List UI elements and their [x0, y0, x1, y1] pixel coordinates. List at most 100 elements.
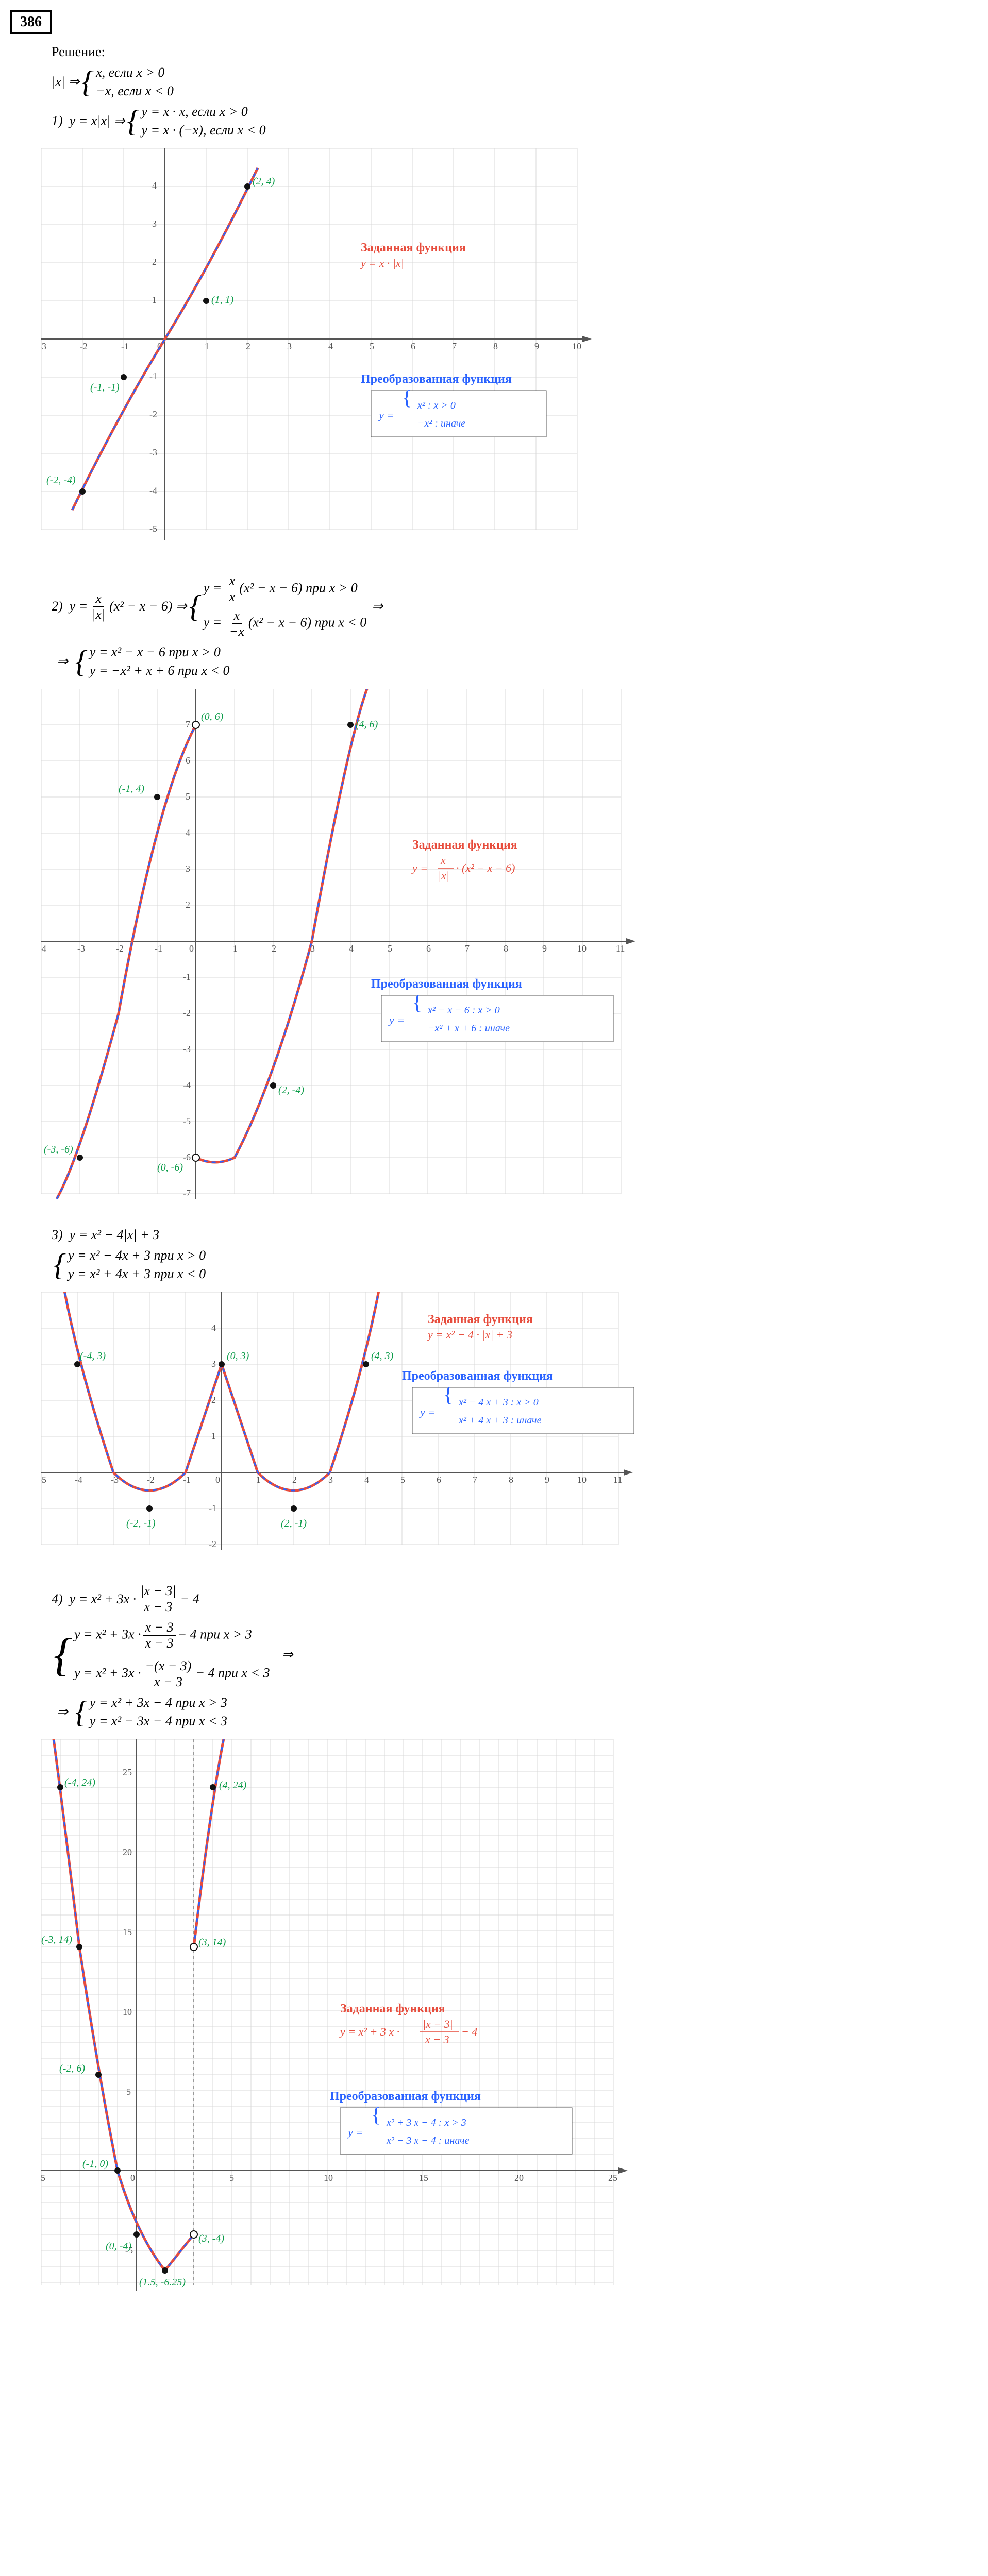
- svg-text:7: 7: [452, 341, 457, 351]
- abs-definition: |x| ⇒ { x, если x > 0 −x, если x < 0: [52, 65, 978, 99]
- svg-text:5: 5: [229, 2173, 234, 2183]
- chart3: -5-4-3-2-101234567891011 4321-1-2 (-4, 3…: [41, 1292, 978, 1563]
- svg-text:1: 1: [205, 341, 209, 351]
- svg-text:4: 4: [349, 943, 354, 954]
- pt2: (1, 1): [211, 294, 234, 306]
- svg-text:-1: -1: [121, 341, 129, 351]
- svg-text:6: 6: [426, 943, 431, 954]
- svg-text:-1: -1: [149, 371, 157, 381]
- part4-equation: 4) y = x² + 3x · |x − 3|x − 3 − 4: [52, 1583, 978, 1615]
- svg-text:-2: -2: [183, 1008, 191, 1018]
- part3-equation: 3) y = x² − 4|x| + 3: [52, 1227, 978, 1243]
- geq-rest: − 4: [461, 2025, 477, 2038]
- trans-c2: −x² : иначе: [417, 418, 465, 429]
- f-d: −x: [227, 624, 246, 639]
- given-label: Заданная функция: [428, 1313, 533, 1326]
- chart4: -50510152025 252015105-5 (-4, 24) (4, 24…: [41, 1739, 978, 2309]
- trans-label: Преобразованная функция: [361, 372, 512, 386]
- abs-case2: −x, если x < 0: [96, 83, 174, 99]
- part1-case1: y = x · x, если x > 0: [141, 104, 265, 120]
- svg-text:20: 20: [514, 2173, 524, 2183]
- geq-lhs: y =: [411, 861, 428, 874]
- svg-text:15: 15: [123, 1927, 132, 1937]
- svg-text:-2: -2: [147, 1475, 155, 1485]
- svg-text:4: 4: [186, 827, 190, 838]
- arrow-icon: ⇒: [372, 599, 383, 614]
- svg-text:-6: -6: [183, 1152, 191, 1162]
- part2-rest: (x² − x − 6) ⇒: [109, 599, 187, 614]
- chart2: -4-3-2-101234567891011 765432-1-2-3-4-5-…: [41, 689, 978, 1207]
- svg-text:5: 5: [400, 1475, 405, 1485]
- geq-den: x − 3: [425, 2033, 449, 2046]
- svg-text:8: 8: [509, 1475, 513, 1485]
- given-label: Заданная функция: [340, 2002, 445, 2015]
- svg-text:4: 4: [364, 1475, 369, 1485]
- svg-text:-1: -1: [183, 1475, 191, 1485]
- arrow-icon: ⇒: [282, 1647, 293, 1663]
- svg-text:{: {: [402, 386, 412, 409]
- pt3: (-1, -1): [90, 382, 120, 393]
- part2-lhs: y =: [70, 599, 88, 614]
- c1r: − 4 при x > 3: [178, 1626, 252, 1641]
- svg-text:-5: -5: [41, 2173, 45, 2183]
- svg-text:-2: -2: [209, 1539, 216, 1549]
- part3-case1: y = x² − 4x + 3 при x > 0: [68, 1248, 206, 1263]
- geq-num: x: [440, 854, 446, 867]
- svg-text:9: 9: [534, 341, 539, 351]
- solution-label: Решение:: [52, 44, 978, 60]
- fd: x − 3: [143, 1636, 176, 1651]
- svg-text:8: 8: [504, 943, 508, 954]
- svg-text:2: 2: [292, 1475, 297, 1485]
- part2-case3: y = x² − x − 6 при x > 0: [90, 645, 230, 660]
- part4-num: 4): [52, 1591, 63, 1607]
- geq-num: |x − 3|: [423, 2018, 453, 2030]
- svg-text:-1: -1: [209, 1503, 216, 1513]
- geq-rest: · (x² − x − 6): [456, 861, 515, 874]
- brace-icon: {: [75, 654, 88, 669]
- fd: x − 3: [152, 1674, 185, 1690]
- brace-icon: {: [189, 599, 202, 614]
- svg-text:3: 3: [211, 1359, 216, 1369]
- pt: (2, -1): [281, 1518, 307, 1529]
- svg-text:15: 15: [419, 2173, 428, 2183]
- part2-case4: y = −x² + x + 6 при x < 0: [90, 663, 230, 679]
- part4-cases1: { y = x² + 3x ·x − 3x − 3− 4 при x > 3 y…: [52, 1620, 978, 1690]
- svg-text:5: 5: [370, 341, 374, 351]
- part3-cases: { y = x² − 4x + 3 при x > 0 y = x² + 4x …: [52, 1248, 978, 1282]
- frac-num: x: [93, 591, 104, 607]
- geq-lhs: y = x² + 3 x ·: [339, 2025, 399, 2038]
- pt: (0, -4): [106, 2241, 131, 2252]
- svg-text:9: 9: [542, 943, 547, 954]
- pt: (1.5, -6.25): [139, 2277, 186, 2288]
- fd: x − 3: [142, 1599, 174, 1615]
- fn: −(x − 3): [143, 1658, 194, 1674]
- svg-text:7: 7: [473, 1475, 477, 1485]
- svg-text:-5: -5: [41, 1475, 46, 1485]
- pt: (3, 14): [198, 1937, 226, 1948]
- part4-case4: y = x² − 3x − 4 при x < 3: [90, 1714, 227, 1729]
- svg-text:1: 1: [152, 295, 157, 305]
- svg-text:-3: -3: [149, 447, 157, 457]
- brace-icon: {: [81, 74, 94, 90]
- trans-y: y =: [388, 1013, 405, 1026]
- part4-cases2: ⇒ { y = x² + 3x − 4 при x > 3 y = x² − 3…: [52, 1695, 978, 1729]
- pt1: (2, 4): [253, 176, 275, 187]
- svg-text:6: 6: [411, 341, 415, 351]
- pt4: (-2, -4): [46, 474, 76, 486]
- tc2: x² − 3 x − 4 : иначе: [386, 2135, 470, 2146]
- pt: (0, -6): [157, 1162, 183, 1173]
- svg-text:20: 20: [123, 1847, 132, 1857]
- tc1: x² + 3 x − 4 : x > 3: [386, 2117, 466, 2128]
- geq-den: |x|: [438, 869, 449, 882]
- svg-text:2: 2: [272, 943, 276, 954]
- trans-label: Преобразованная функция: [402, 1369, 553, 1383]
- pt: (-4, 24): [64, 1777, 95, 1788]
- arrow-icon: ⇒: [57, 654, 68, 669]
- part1-num: 1): [52, 113, 63, 129]
- c2: (x² − x − 6) при x < 0: [248, 615, 366, 630]
- svg-text:25: 25: [608, 2173, 617, 2183]
- svg-text:0: 0: [189, 943, 194, 954]
- given-label: Заданная функция: [412, 838, 517, 852]
- svg-text:5: 5: [388, 943, 392, 954]
- tc2: x² + 4 x + 3 : иначе: [458, 1415, 542, 1426]
